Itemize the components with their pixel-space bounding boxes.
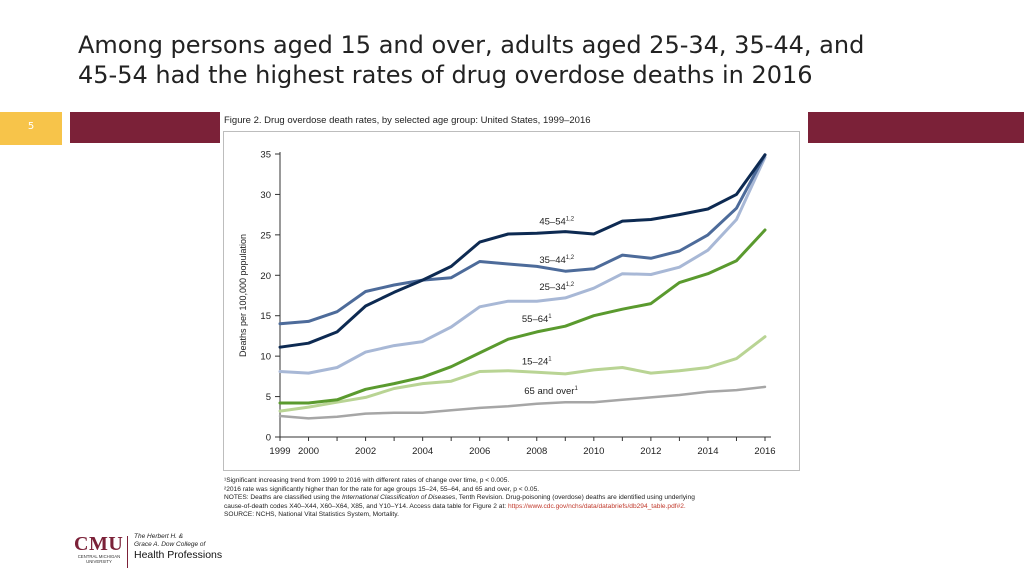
slide-title-line-2: 45-54 had the highest rates of drug over… xyxy=(78,61,813,89)
y-tick-label: 35 xyxy=(260,150,271,161)
series-label-superscript: 1 xyxy=(548,314,552,320)
y-tick-label: 25 xyxy=(260,230,271,241)
series-line xyxy=(278,385,767,420)
accent-bar-left xyxy=(70,112,220,143)
plot-frame xyxy=(223,131,800,471)
cmu-subtitle: CENTRAL MICHIGAN UNIVERSITY xyxy=(77,554,121,564)
series-line xyxy=(278,155,767,375)
x-tick-label: 2008 xyxy=(526,446,547,457)
slide-title-line-1: Among persons aged 15 and over, adults a… xyxy=(78,31,865,59)
series-label-text: 15–24 xyxy=(522,356,548,367)
series-label: 15–241 xyxy=(522,356,552,367)
series-line xyxy=(278,153,767,326)
x-tick-label: 1999 xyxy=(269,446,290,457)
x-tick-label: 2004 xyxy=(412,446,433,457)
x-tick-label: 2002 xyxy=(355,446,376,457)
series-label-superscript: 1,2 xyxy=(566,282,575,288)
x-tick-label: 2014 xyxy=(697,446,718,457)
x-tick-label: 2010 xyxy=(583,446,604,457)
y-tick-label: 15 xyxy=(260,311,271,322)
figure-panel: Figure 2. Drug overdose death rates, by … xyxy=(220,112,808,529)
note-5: SOURCE: NCHS, National Vital Statistics … xyxy=(224,511,399,519)
slide-number: 5 xyxy=(27,121,35,132)
accent-bar-right xyxy=(808,112,1024,143)
series-label-text: 25–34 xyxy=(539,282,565,293)
series-label-text: 55–64 xyxy=(522,314,548,325)
college-name: The Herbert H. & Grace A. Dow College of… xyxy=(134,533,222,562)
cmu-wordmark: CMU xyxy=(74,533,124,555)
note-4: cause-of-death codes X40–X44, X60–X64, X… xyxy=(224,503,804,512)
y-axis-label: Deaths per 100,000 population xyxy=(238,234,248,357)
series-label: 45–541,2 xyxy=(539,217,574,228)
series-label-superscript: 1,2 xyxy=(566,255,575,261)
figure-caption: Figure 2. Drug overdose death rates, by … xyxy=(224,115,591,126)
overdose-line-chart: 0 5 10 15 20 25 30 35 1999 2000 2002 2004 2006 2008 20… xyxy=(238,150,776,458)
college-line-3: Health Professions xyxy=(134,549,223,561)
series-line xyxy=(278,153,767,349)
y-tick-label: 5 xyxy=(266,392,271,403)
logo-divider xyxy=(127,536,128,568)
college-line-2: Grace A. Dow College of xyxy=(134,541,206,548)
note-2: ²2016 rate was significantly higher than… xyxy=(224,485,540,493)
series-line xyxy=(278,228,767,405)
college-line-1: The Herbert H. & xyxy=(134,533,184,540)
figure-notes: ¹Significant increasing trend from 1999 … xyxy=(224,477,804,520)
series-label-text: 45–54 xyxy=(539,217,565,228)
y-tick-label: 10 xyxy=(260,352,271,363)
x-tick-label: 2016 xyxy=(754,446,775,457)
series-line xyxy=(278,335,767,413)
series-label-superscript: 1 xyxy=(548,356,552,362)
series-label-text: 35–44 xyxy=(539,255,565,266)
slide-number-box: 5 xyxy=(0,112,62,145)
x-tick-label: 2012 xyxy=(640,446,661,457)
series-label: 25–341,2 xyxy=(539,282,574,293)
note-3-c: , Tenth Revision. Drug-poisoning (overdo… xyxy=(455,494,695,502)
note-4-a: cause-of-death codes X40–X44, X60–X64, X… xyxy=(224,502,508,510)
note-1: ¹Significant increasing trend from 1999 … xyxy=(224,477,510,484)
series-label: 55–641 xyxy=(522,314,552,325)
slide-title: Among persons aged 15 and over, adults a… xyxy=(78,30,978,90)
x-tick-label: 2006 xyxy=(469,446,490,457)
series-label-superscript: 1 xyxy=(574,386,578,392)
cmu-logo: CMU CENTRAL MICHIGAN UNIVERSITY The Herb… xyxy=(74,533,274,573)
y-tick-label: 20 xyxy=(260,271,271,282)
series-label-text: 65 and over xyxy=(524,386,574,397)
note-3: NOTES: Deaths are classified using the I… xyxy=(224,494,804,503)
series-label: 65 and over1 xyxy=(524,386,578,397)
data-table-link[interactable]: https://www.cdc.gov/nchs/data/databriefs… xyxy=(507,502,686,510)
x-tick-label: 2000 xyxy=(298,446,319,457)
note-3-a: NOTES: Deaths are classified using the xyxy=(224,494,343,502)
y-tick-label: 30 xyxy=(260,190,271,201)
note-3-b: International Classification of Diseases xyxy=(342,494,456,502)
y-tick-label: 0 xyxy=(266,433,271,444)
series-label-superscript: 1,2 xyxy=(566,217,575,223)
series-label: 35–441,2 xyxy=(539,255,574,266)
